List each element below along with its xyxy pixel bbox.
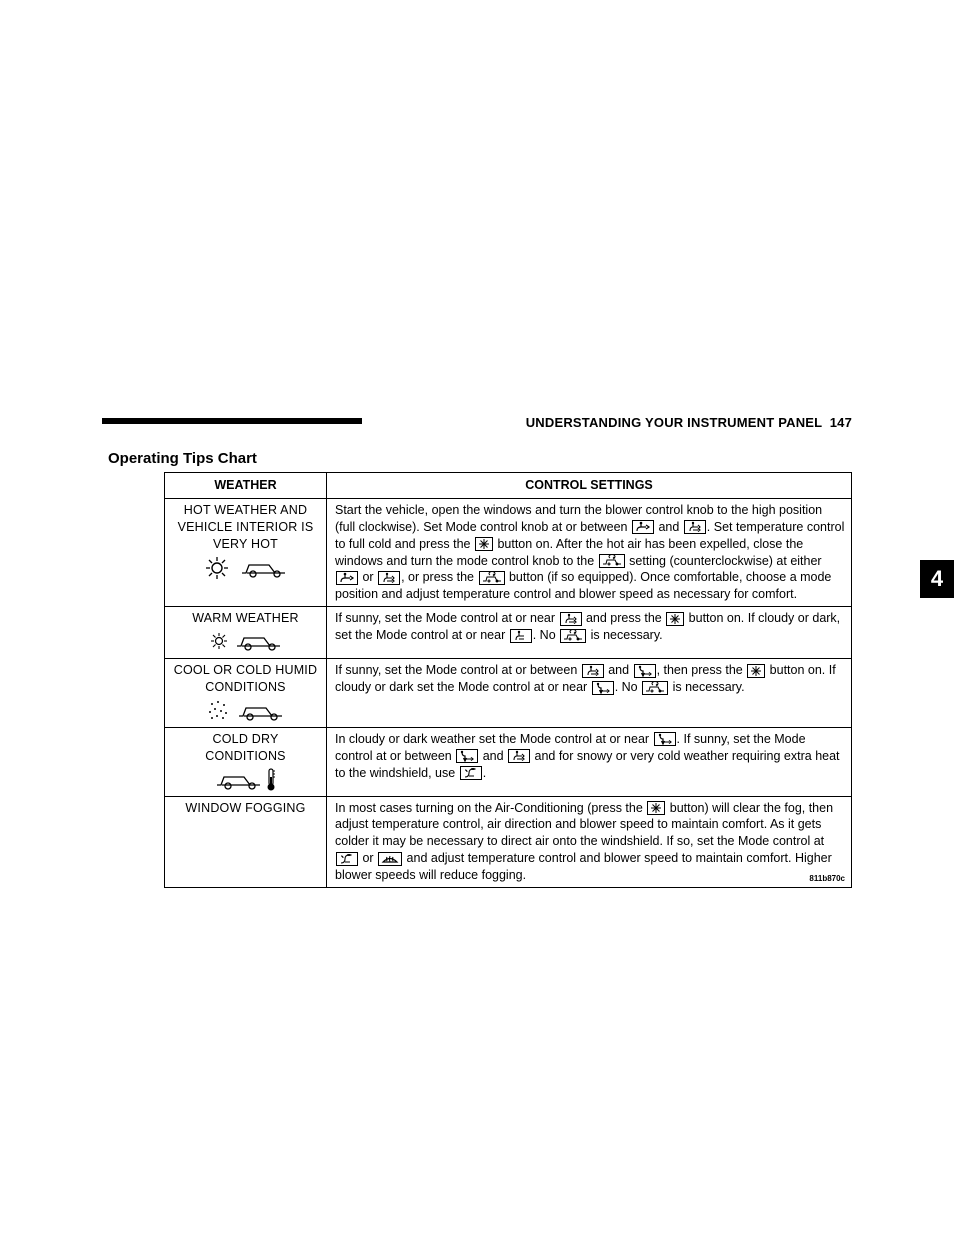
weather-cell: COLD DRY CONDITIONS [165, 728, 327, 796]
col-header-weather: WEATHER [165, 473, 327, 498]
page-number: 147 [830, 415, 852, 430]
settings-cell: In most cases turning on the Air-Conditi… [327, 797, 851, 887]
snowflake-icon [747, 664, 765, 678]
table-row: COLD DRY CONDITIONSIn cloudy or dark wea… [165, 728, 851, 797]
weather-icons [171, 698, 320, 724]
weather-cell: WINDOW FOGGING [165, 797, 327, 887]
recirc-icon [479, 571, 505, 585]
table-row: WARM WEATHER If sunny, set the Mode contr… [165, 607, 851, 659]
mix-icon [336, 852, 358, 866]
settings-cell: Start the vehicle, open the windows and … [327, 499, 851, 606]
floor-panel-icon [510, 629, 532, 643]
defrost-icon [378, 852, 402, 866]
panel-icon [336, 571, 358, 585]
weather-icons [171, 629, 320, 655]
header-rule [102, 418, 362, 424]
snowflake-icon [666, 612, 684, 626]
weather-cell: HOT WEATHER AND VEHICLE INTERIOR IS VERY… [165, 499, 327, 606]
settings-cell: If sunny, set the Mode control at or nea… [327, 607, 851, 658]
recirc-icon [642, 681, 668, 695]
col-header-settings: CONTROL SETTINGS [327, 473, 851, 498]
snowflake-icon [475, 537, 493, 551]
floor-icon [654, 732, 676, 746]
weather-icons [171, 555, 320, 581]
floor-icon [456, 749, 478, 763]
running-header: UNDERSTANDING YOUR INSTRUMENT PANEL 147 [526, 415, 852, 430]
weather-label: COOL OR COLD HUMID CONDITIONS [171, 662, 320, 696]
bi-level-icon [508, 749, 530, 763]
section-title: Operating Tips Chart [108, 450, 257, 467]
mix-icon [460, 766, 482, 780]
weather-label: WARM WEATHER [171, 610, 320, 627]
table-row: HOT WEATHER AND VEHICLE INTERIOR IS VERY… [165, 499, 851, 607]
recirc-icon [560, 629, 586, 643]
weather-cell: COOL OR COLD HUMID CONDITIONS [165, 659, 327, 727]
bi-level-icon [582, 664, 604, 678]
weather-cell: WARM WEATHER [165, 607, 327, 658]
bi-level-icon [684, 520, 706, 534]
settings-cell: In cloudy or dark weather set the Mode c… [327, 728, 851, 796]
weather-icons [171, 767, 320, 793]
bi-level-icon [378, 571, 400, 585]
panel-icon [632, 520, 654, 534]
snowflake-icon [647, 801, 665, 815]
floor-icon [634, 664, 656, 678]
recirc-icon [599, 554, 625, 568]
floor-icon [592, 681, 614, 695]
operating-tips-table: WEATHER CONTROL SETTINGS HOT WEATHER AND… [164, 472, 852, 888]
weather-label: HOT WEATHER AND VEHICLE INTERIOR IS VERY… [171, 502, 320, 553]
table-header-row: WEATHER CONTROL SETTINGS [165, 473, 851, 499]
weather-label: WINDOW FOGGING [171, 800, 320, 817]
chapter-tab: 4 [920, 560, 954, 598]
table-row: COOL OR COLD HUMID CONDITIONSIf sunny, s… [165, 659, 851, 728]
table-row: WINDOW FOGGING In most cases turning on t… [165, 797, 851, 887]
figure-code: 811b870c [809, 874, 845, 885]
header-section: UNDERSTANDING YOUR INSTRUMENT PANEL [526, 415, 822, 430]
bi-level-icon [560, 612, 582, 626]
settings-cell: If sunny, set the Mode control at or bet… [327, 659, 851, 727]
weather-label: COLD DRY CONDITIONS [171, 731, 320, 765]
